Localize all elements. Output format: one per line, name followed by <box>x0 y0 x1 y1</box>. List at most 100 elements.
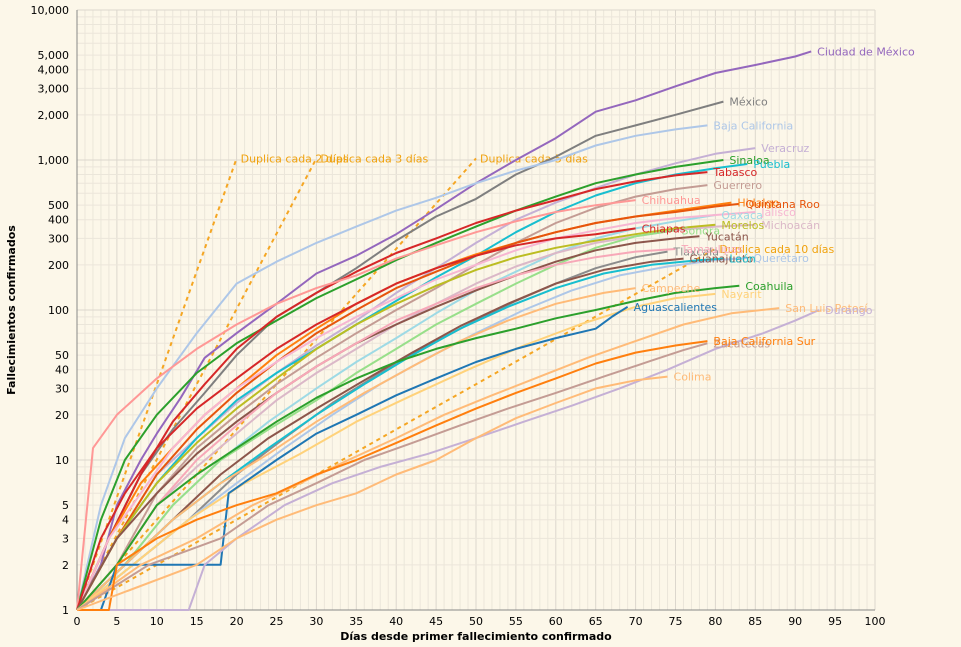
y-tick-label: 5 <box>62 499 69 512</box>
series-labels: Ciudad de México México Baja California Ver… <box>634 45 915 383</box>
series-line <box>76 50 812 611</box>
series-line <box>76 211 756 611</box>
reference-line <box>76 247 716 611</box>
series-label: Hidalgo <box>737 197 779 210</box>
x-tick-label: 55 <box>509 615 523 628</box>
x-tick-label: 50 <box>469 615 483 628</box>
series-label: Baja California <box>713 119 793 132</box>
series-line <box>76 223 716 611</box>
y-tick-label: 40 <box>55 364 69 377</box>
series-label: Aguascalientes <box>634 301 718 314</box>
series-line <box>76 342 708 611</box>
x-tick-label: 25 <box>270 615 284 628</box>
series-label: Nayarit <box>721 288 762 301</box>
series-line <box>76 257 724 611</box>
x-tick-label: 60 <box>549 615 563 628</box>
series-label: Ciudad de México <box>817 45 915 58</box>
series-line <box>76 235 700 611</box>
series-label: Colima <box>674 371 712 384</box>
x-tick-label: 45 <box>429 615 443 628</box>
y-tick-label: 30 <box>55 382 69 395</box>
series-label: Chiapas <box>642 222 686 235</box>
y-tick-label: 2 <box>62 559 69 572</box>
series-line <box>76 199 636 611</box>
y-tick-labels: 1 2 3 4 5 10 20 30 40 50 100 200 300 400 500 1,000 2,000… <box>31 4 70 617</box>
x-tick-label: 85 <box>748 615 762 628</box>
series-label: Michoacán <box>761 219 820 232</box>
y-tick-label: 1,000 <box>38 154 70 167</box>
series-label: León <box>729 253 755 266</box>
x-tick-label: 75 <box>669 615 683 628</box>
y-tick-label: 10,000 <box>31 4 70 17</box>
x-tick-label: 5 <box>113 615 120 628</box>
series-group <box>76 50 820 611</box>
series-label: Guerrero <box>713 179 762 192</box>
y-tick-label: 20 <box>55 409 69 422</box>
axes <box>76 10 875 611</box>
series-label: Quintana Roo <box>745 198 820 211</box>
y-tick-label: 500 <box>48 199 69 212</box>
series-line <box>76 159 724 611</box>
x-tick-label: 20 <box>230 615 244 628</box>
series-line <box>76 227 636 611</box>
series-label: Baja California Sur <box>713 335 815 348</box>
reference-line-label: Duplica cada 2 días <box>241 152 349 165</box>
series-line <box>76 202 740 611</box>
reference-line <box>76 157 318 611</box>
series-label: Guanajuato <box>689 253 753 266</box>
y-tick-label: 4,000 <box>38 64 70 77</box>
series-label: Tamaulipas <box>681 243 744 256</box>
y-tick-label: 300 <box>48 232 69 245</box>
series-label: Jalisco <box>760 206 796 219</box>
series-line <box>76 257 684 611</box>
x-tick-labels: 0 5 10 15 20 25 30 35 40 45 50 55 60 65 70 75 80 85 90 95 10… <box>74 615 886 628</box>
series-line <box>77 305 629 611</box>
y-tick-label: 2,000 <box>38 109 70 122</box>
x-axis-title: Días desde primer fallecimiento confirma… <box>340 630 612 643</box>
series-line <box>76 307 780 611</box>
series-label: Veracruz <box>761 142 809 155</box>
y-axis-title: Fallecimientos confirmados <box>5 225 18 395</box>
series-label: Sonora <box>682 224 721 237</box>
y-tick-label: 1 <box>62 604 69 617</box>
y-tick-label: 10 <box>55 454 69 467</box>
series-line <box>77 340 708 611</box>
x-tick-label: 100 <box>865 615 886 628</box>
y-tick-label: 400 <box>48 214 69 227</box>
series-label: Coahuila <box>745 280 793 293</box>
series-label: Querétaro <box>753 252 809 265</box>
series-label: San Luis Potosí <box>785 302 868 315</box>
y-tick-label: 100 <box>48 304 69 317</box>
series-label: Campeche <box>642 282 701 295</box>
series-line <box>76 284 740 611</box>
series-line <box>76 248 676 611</box>
series-label: Morelos <box>721 219 764 232</box>
y-tick-label: 3,000 <box>38 82 70 95</box>
series-label: Yucatán <box>704 230 748 243</box>
series-label: Tabasco <box>712 166 757 179</box>
series-line <box>76 292 716 611</box>
series-label: Tlaxcala <box>673 246 719 259</box>
x-tick-label: 80 <box>708 615 722 628</box>
x-tick-label: 15 <box>190 615 204 628</box>
x-tick-label: 40 <box>389 615 403 628</box>
x-tick-label: 90 <box>788 615 802 628</box>
x-tick-label: 70 <box>629 615 643 628</box>
series-line <box>76 171 708 611</box>
reference-line-label: Duplica cada 3 días <box>320 152 428 165</box>
y-tick-label: 4 <box>62 514 69 527</box>
y-tick-label: 3 <box>62 532 69 545</box>
series-label: Puebla <box>753 158 790 171</box>
x-tick-label: 30 <box>309 615 323 628</box>
y-tick-label: 200 <box>48 259 69 272</box>
series-line <box>76 287 636 611</box>
reference-line-label: Duplica cada 10 días <box>719 243 834 256</box>
x-tick-label: 0 <box>74 615 81 628</box>
reference-line-label: Duplica cada 5 días <box>480 152 588 165</box>
series-label: México <box>729 96 768 109</box>
series-line <box>76 375 668 611</box>
series-label: Chihuahua <box>642 194 701 207</box>
series-label: Zacatecas <box>713 337 770 350</box>
